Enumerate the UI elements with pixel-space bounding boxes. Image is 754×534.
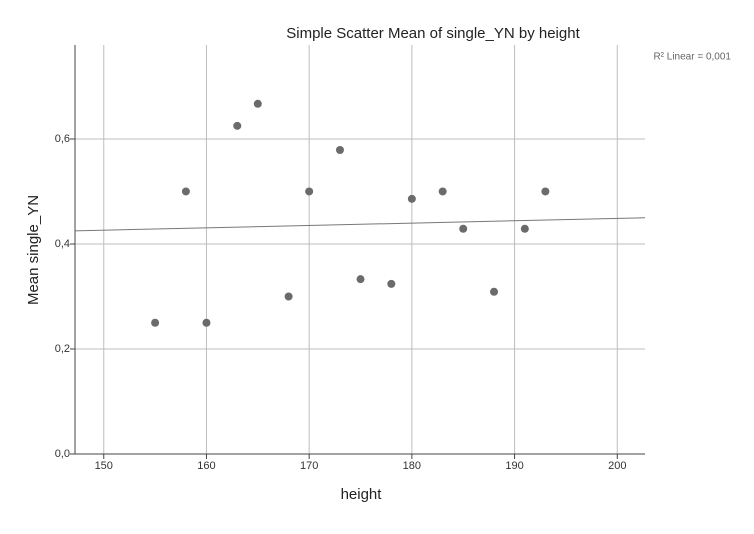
x-tick-label: 170 xyxy=(300,460,318,472)
fit-line xyxy=(74,217,646,232)
x-tick-label: 200 xyxy=(608,460,626,472)
scatter-point xyxy=(387,279,396,288)
scatter-point xyxy=(520,224,529,233)
scatter-point xyxy=(356,275,365,284)
scatter-point xyxy=(407,194,416,203)
scatter-point xyxy=(335,146,344,155)
y-tick-label: 0,4 xyxy=(55,238,70,250)
scatter-point xyxy=(305,187,314,196)
scatter-point xyxy=(233,121,242,130)
scatter-point xyxy=(459,224,468,233)
scatter-point xyxy=(438,187,447,196)
y-tick-label: 0,6 xyxy=(55,133,70,145)
scatter-point xyxy=(541,187,550,196)
scatter-point xyxy=(490,287,499,296)
x-tick-label: 150 xyxy=(95,460,113,472)
x-tick-label: 160 xyxy=(197,460,215,472)
scatter-point xyxy=(284,292,293,301)
scatter-point xyxy=(181,187,190,196)
y-tick-label: 0,2 xyxy=(55,343,70,355)
x-tick-label: 180 xyxy=(403,460,421,472)
x-axis-label: height xyxy=(341,486,383,503)
scatter-point xyxy=(253,99,262,108)
scatter-point xyxy=(151,318,160,327)
scatter-point xyxy=(202,318,211,327)
chart-title: Simple Scatter Mean of single_YN by heig… xyxy=(286,25,580,42)
annotation: R² Linear = 0,001 xyxy=(653,52,731,63)
y-tick-label: 0,0 xyxy=(55,448,70,460)
y-axis-label: Mean single_YN xyxy=(25,195,42,305)
x-tick-label: 190 xyxy=(505,460,523,472)
